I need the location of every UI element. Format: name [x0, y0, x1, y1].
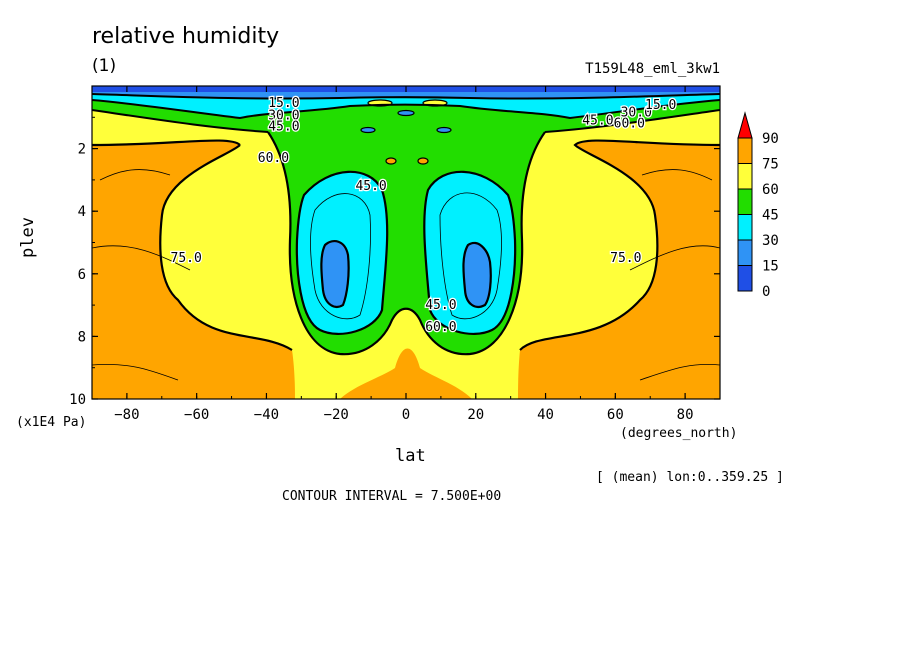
- contour-lines: [92, 93, 720, 381]
- contour-45-left: [295, 170, 389, 335]
- y-tick-label: 6: [78, 267, 86, 283]
- moist-blob-6: [385, 157, 397, 165]
- x-axis-title: lat: [395, 446, 426, 466]
- y-tick-label: 2: [78, 142, 86, 158]
- region-blue-right: [463, 242, 491, 307]
- colorbar: 0 15 30 45 60 75 90: [737, 111, 779, 300]
- x-tick-label: 40: [537, 407, 554, 423]
- contour-15-left: [320, 240, 350, 308]
- colorbar-label: 45: [762, 208, 779, 224]
- contour-label: 60.0: [258, 151, 289, 166]
- filled-contours: [92, 86, 720, 399]
- region-orange-bottom: [340, 348, 472, 399]
- colorbar-label: 90: [762, 131, 779, 147]
- colorbar-segment: [737, 163, 753, 190]
- contour-top-30: [92, 99, 720, 120]
- moist-blob-4: [360, 126, 376, 134]
- colorbar-segment: [737, 239, 753, 266]
- x-axis-unit: (degrees_north): [620, 426, 738, 441]
- contour-label: 30.0: [268, 109, 299, 124]
- x-axis: −80 −60 −40 −20 0 20 40 60 80: [91, 86, 721, 423]
- colorbar-label: 75: [762, 157, 779, 173]
- x-tick-label: 20: [467, 407, 484, 423]
- run-name-label: T159L48_eml_3kw1: [585, 61, 720, 77]
- contour-label: 15.0: [268, 96, 299, 111]
- contour-thin-4: [439, 192, 502, 320]
- moist-blob-7: [417, 157, 429, 165]
- colorbar-label: 0: [762, 284, 770, 300]
- contour-labels: 15.030.045.060.045.075.045.060.075.045.0…: [169, 95, 677, 336]
- contour-label: 45.0: [355, 179, 386, 194]
- contour-label: 45.0: [582, 113, 613, 128]
- contour-top-45: [92, 109, 720, 133]
- x-tick-label: −20: [324, 407, 349, 423]
- contour-interval-label: CONTOUR INTERVAL = 7.500E+00: [282, 489, 502, 504]
- colorbar-label: 15: [762, 259, 779, 275]
- x-tick-label: −80: [114, 407, 139, 423]
- contour-thin-1: [92, 245, 720, 271]
- contour-thin-2: [92, 364, 720, 381]
- moist-blob-5: [436, 126, 452, 134]
- contour-label: 60.0: [614, 117, 645, 132]
- contour-15-right: [462, 241, 492, 308]
- colorbar-arrow: [737, 111, 753, 139]
- contour-label: 60.0: [425, 320, 456, 335]
- contour-top-15: [92, 93, 720, 100]
- y-tick-label: 4: [78, 204, 86, 220]
- chart-subtitle: (1): [92, 56, 117, 76]
- contour-label: 15.0: [645, 98, 676, 113]
- contour-label: 45.0: [425, 298, 456, 313]
- colorbar-segment: [737, 137, 753, 164]
- chart-title: relative humidity: [92, 24, 280, 49]
- y-axis-unit: (x1E4 Pa): [16, 415, 87, 430]
- mean-info-label: [ (mean) lon:0..359.25 ]: [596, 470, 784, 485]
- contour-45-right: [423, 170, 517, 335]
- contour-label: 75.0: [610, 251, 641, 266]
- colorbar-segment: [737, 265, 753, 292]
- y-tick-label: 8: [78, 329, 86, 345]
- moist-blob-3: [397, 109, 415, 117]
- colorbar-label: 60: [762, 182, 779, 198]
- x-tick-label: −60: [184, 407, 209, 423]
- x-tick-label: 60: [607, 407, 624, 423]
- contour-label: 45.0: [268, 120, 299, 135]
- y-axis: 2 4 6 8 10: [69, 116, 720, 408]
- contour-label: 75.0: [171, 251, 202, 266]
- y-tick-label: 10: [69, 392, 86, 408]
- x-tick-label: 0: [402, 407, 410, 423]
- region-green: [92, 86, 720, 355]
- colorbar-label: 30: [762, 233, 779, 249]
- contour-60: [267, 131, 546, 356]
- x-tick-label: 80: [677, 407, 694, 423]
- contour-thin-5: [99, 169, 713, 181]
- colorbar-segment: [737, 188, 753, 215]
- contour-75: [92, 139, 720, 351]
- contour-label: 30.0: [621, 106, 652, 121]
- x-tick-label: −40: [254, 407, 279, 423]
- colorbar-segment: [737, 214, 753, 241]
- contour-thin-3: [310, 193, 371, 320]
- region-blue-left: [321, 241, 349, 307]
